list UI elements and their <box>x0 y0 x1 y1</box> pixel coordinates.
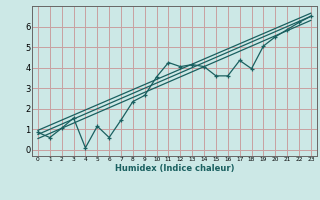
X-axis label: Humidex (Indice chaleur): Humidex (Indice chaleur) <box>115 164 234 173</box>
